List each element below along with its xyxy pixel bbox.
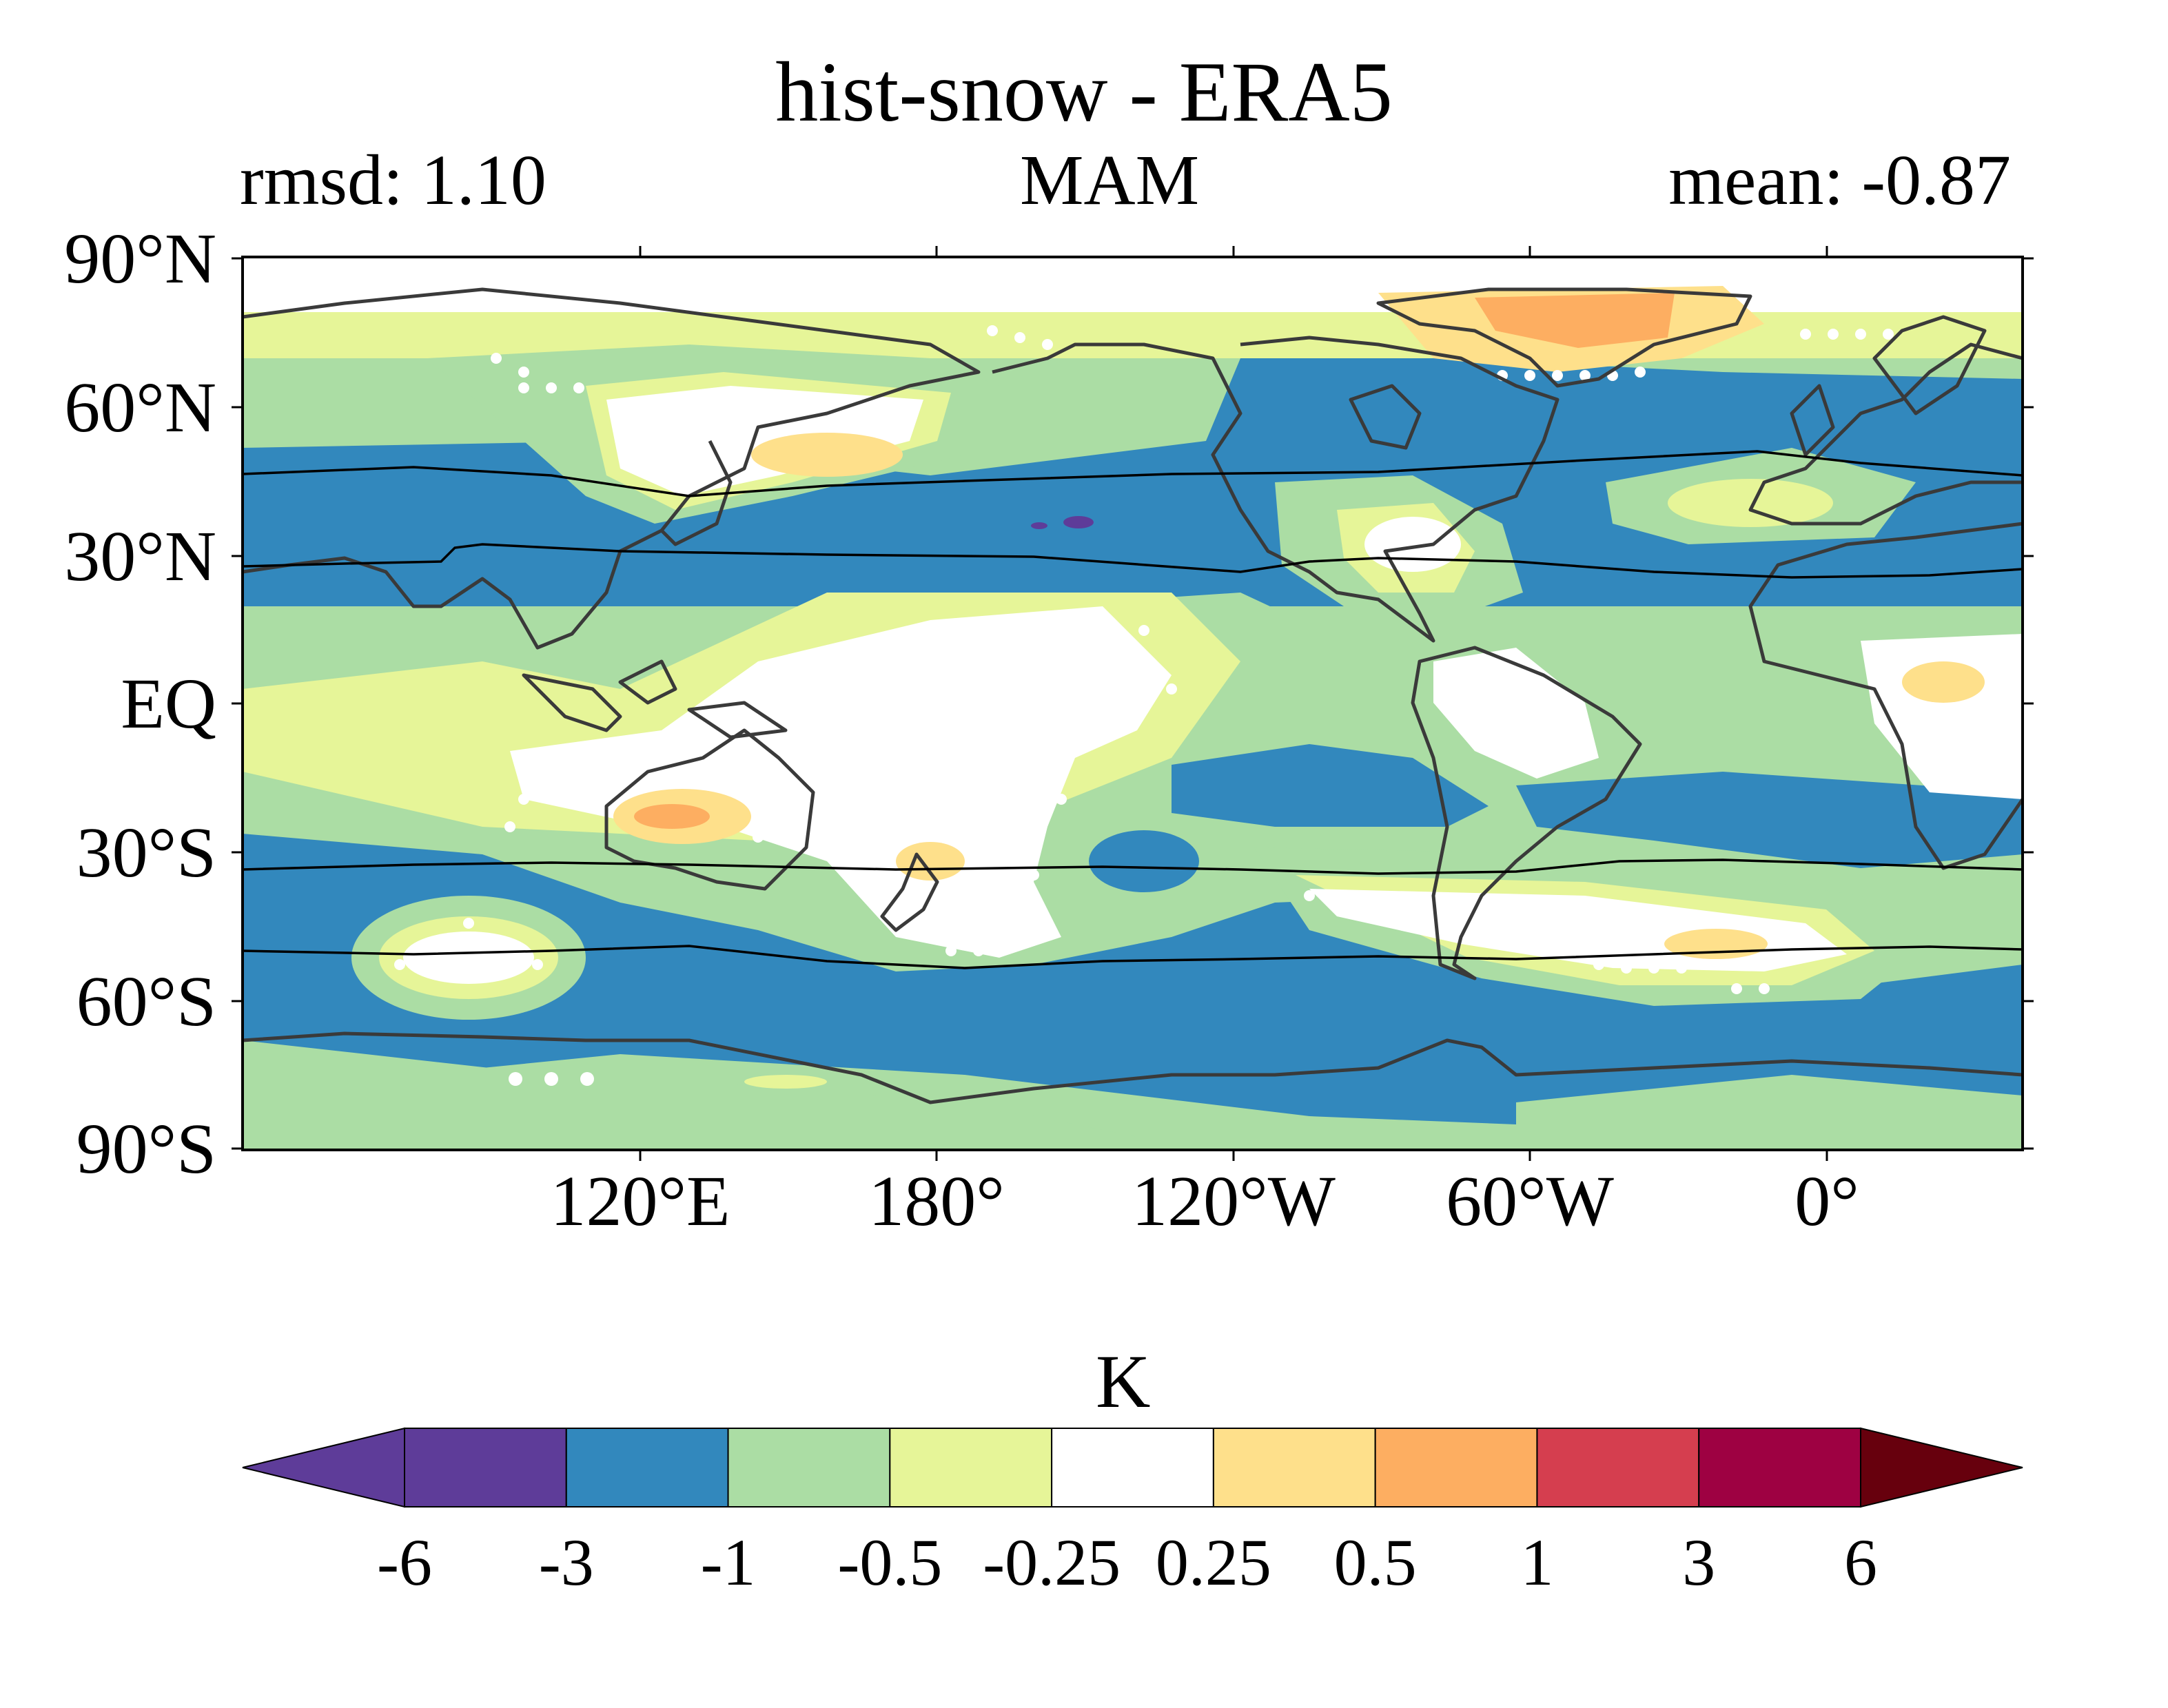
colorbar-tick-label: 0.5 (1333, 1525, 1417, 1599)
field-so-blue-belt (243, 834, 2023, 1130)
colorbar-cell (404, 1428, 567, 1508)
lat-label: 90°S (76, 1109, 216, 1189)
colorbar-tick-label: 0.25 (1155, 1525, 1271, 1599)
field-na-white (1364, 517, 1461, 572)
colorbar-cells (404, 1428, 1861, 1508)
colorbar-tick-label: -6 (377, 1525, 432, 1599)
colorbar-tick-label: -1 (700, 1525, 756, 1599)
lat-label: EQ (121, 664, 216, 743)
lat-label: 30°N (64, 517, 216, 596)
colorbar (242, 1427, 2023, 1508)
colorbar-tick-label: -0.25 (983, 1525, 1121, 1599)
field-nh-pacific-warm (751, 433, 903, 477)
colorbar-cell (1212, 1428, 1376, 1508)
lon-label: 180° (868, 1162, 1005, 1241)
lon-label: 60°W (1446, 1162, 1614, 1241)
coastlines (243, 287, 2023, 1104)
map-title: hist-snow - ERA5 (775, 45, 1393, 139)
colorbar-cell (889, 1428, 1053, 1508)
field-nh-blue-belt (243, 358, 2023, 675)
colorbar-cell (727, 1428, 891, 1508)
lat-ticks (232, 257, 2034, 1150)
colorbar-tick-label: -3 (538, 1525, 594, 1599)
colorbar-cell (1536, 1428, 1700, 1508)
field-europe-yellow (1668, 479, 1833, 527)
field-extreme-neg-spot (1063, 516, 1094, 528)
colorbar-cell (565, 1428, 729, 1508)
significance-dots (394, 325, 1976, 1086)
field-satl-blue (1516, 772, 2023, 868)
map-field (243, 257, 2023, 1150)
colorbar-cell (1051, 1428, 1214, 1508)
field-pacific-white (510, 606, 1172, 958)
colorbar-tick-label: 3 (1682, 1525, 1716, 1599)
field-greenland-orange (1475, 293, 1675, 348)
field-extreme-neg-spot2 (1031, 522, 1047, 529)
colorbar-units: K (1096, 1339, 1151, 1423)
field-australia-orange (634, 804, 710, 829)
lon-label: 120°W (1132, 1162, 1336, 1241)
field-sio-white (403, 932, 534, 984)
rmsd-label: rmsd: 1.10 (240, 141, 546, 220)
lon-ticks (639, 246, 1828, 1161)
colorbar-tick-label: -0.5 (837, 1525, 943, 1599)
lat-label: 30°S (76, 813, 216, 892)
field-arctic-white (243, 257, 2023, 312)
colorbar-extend-high (1860, 1427, 2023, 1508)
colorbar-extend-low (242, 1427, 405, 1508)
jet-lines (243, 450, 2023, 969)
field-so-isolated-blue (1089, 830, 1199, 892)
field-africa-yellow (1902, 661, 1985, 703)
lon-label: 120°E (550, 1162, 730, 1241)
field-nz-yellow (896, 842, 965, 881)
field-sa-white (1433, 648, 1599, 779)
season-label: MAM (1020, 141, 1200, 220)
colorbar-tick-label: 1 (1520, 1525, 1554, 1599)
colorbar-cell (1698, 1428, 1861, 1508)
mean-label: mean: -0.87 (1668, 141, 2011, 220)
field-antarctic-yellow (744, 1075, 827, 1089)
field-nh-pacific-white (606, 386, 923, 496)
lon-label: 0° (1794, 1162, 1859, 1241)
colorbar-tick-label: 6 (1844, 1525, 1877, 1599)
lat-label: 90°N (64, 219, 216, 298)
field-ep-blue (1172, 744, 1489, 827)
colorbar-cell (1374, 1428, 1538, 1508)
field-antarctic-green (243, 1040, 1378, 1150)
lat-label: 60°N (64, 368, 216, 447)
lat-label: 60°S (76, 962, 216, 1041)
field-antarctic-green2 (1516, 1075, 2023, 1150)
